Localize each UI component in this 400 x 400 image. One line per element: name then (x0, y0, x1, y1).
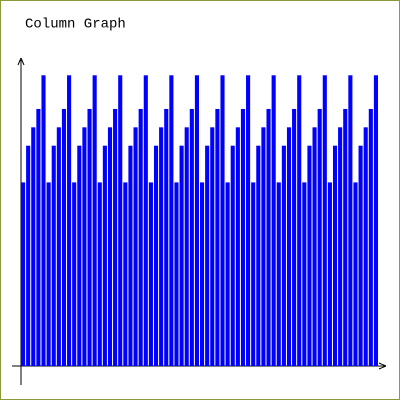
bar (113, 108, 118, 367)
bar (240, 108, 246, 367)
bar (92, 75, 97, 367)
bar (256, 145, 261, 366)
bar (72, 182, 77, 366)
bar (133, 127, 138, 366)
bar (322, 75, 327, 367)
bar (276, 182, 281, 366)
bar (77, 145, 82, 366)
bar (46, 182, 51, 366)
bar (338, 127, 343, 366)
bar (184, 127, 189, 366)
bar (327, 182, 332, 366)
bar (56, 127, 61, 366)
bar (348, 75, 353, 367)
bar (235, 127, 240, 366)
bar (271, 75, 276, 367)
bar (200, 182, 205, 366)
bar (189, 108, 194, 367)
bar (292, 108, 297, 367)
x-axis-arrow (378, 362, 387, 370)
bar (87, 108, 92, 367)
bar (317, 108, 322, 367)
bar (51, 145, 56, 366)
bar (31, 127, 36, 366)
bar (297, 75, 302, 367)
bar (343, 108, 348, 367)
bar (220, 75, 225, 367)
chart-title: Column Graph (25, 17, 126, 33)
bar (36, 108, 41, 367)
bar (164, 108, 169, 367)
bar (302, 182, 307, 366)
bar (179, 145, 184, 366)
bar (97, 182, 102, 366)
bar (205, 145, 210, 366)
bar (332, 145, 338, 366)
bar (373, 75, 378, 367)
bar (225, 182, 230, 366)
bar (138, 108, 143, 367)
bar (148, 182, 153, 366)
bar (118, 75, 123, 367)
bar (21, 182, 26, 366)
bar (41, 75, 46, 367)
bar (143, 75, 148, 367)
bar (261, 127, 266, 366)
bar (159, 127, 164, 366)
bar (67, 75, 72, 367)
bar (281, 145, 286, 366)
bar (230, 145, 235, 366)
bar (215, 108, 220, 367)
bar (102, 145, 107, 366)
bar (246, 75, 251, 367)
bar (26, 145, 31, 366)
bar (368, 108, 373, 367)
bar (286, 127, 292, 366)
bar (358, 145, 363, 366)
y-axis-arrow (17, 57, 25, 66)
bar (107, 127, 113, 366)
bar (169, 75, 174, 367)
bar (363, 127, 368, 366)
bar (123, 182, 128, 366)
bar (61, 108, 67, 367)
bar (251, 182, 256, 366)
bar (312, 127, 317, 366)
bar (194, 75, 199, 367)
bar (153, 145, 159, 366)
bar (128, 145, 133, 366)
bar (266, 108, 271, 367)
bar (174, 182, 179, 366)
bar (307, 145, 312, 366)
bar (353, 182, 358, 366)
bar (82, 127, 87, 366)
bar (210, 127, 215, 366)
